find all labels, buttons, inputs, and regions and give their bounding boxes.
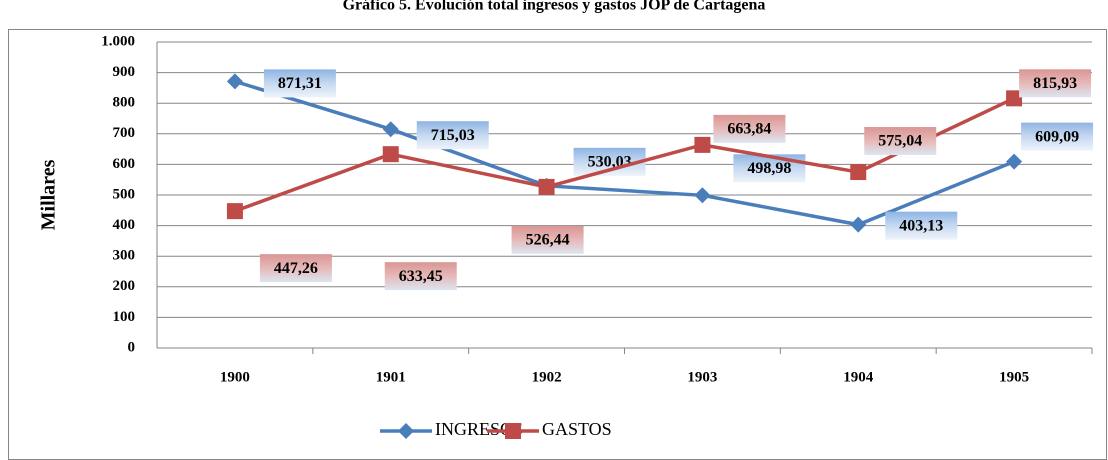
x-tick-label: 1900 (220, 369, 250, 385)
marker (382, 146, 399, 163)
y-tick-label: 600 (113, 156, 136, 172)
data-label-box (511, 225, 584, 254)
data-label-box (259, 254, 332, 283)
data-label-box (1021, 122, 1094, 151)
data-label-box (263, 69, 336, 98)
data-label: 526,44 (526, 232, 570, 249)
data-label: 715,03 (431, 127, 475, 144)
marker (382, 121, 399, 138)
marker (850, 164, 867, 181)
chart-title: Gráfico 5. Evolución total ingresos y ga… (343, 0, 766, 14)
x-tick-label: 1903 (687, 369, 717, 385)
data-label-box (384, 262, 457, 291)
data-label: 663,84 (727, 121, 771, 138)
y-tick-label: 900 (113, 64, 136, 80)
data-label: 403,13 (899, 217, 943, 234)
marker (1006, 90, 1023, 107)
marker (694, 136, 711, 153)
data-label: 530,03 (588, 153, 632, 170)
y-axis-label: Millares (38, 159, 60, 230)
marker (1006, 153, 1023, 170)
y-tick-label: 100 (113, 309, 136, 325)
data-label: 447,26 (274, 260, 318, 277)
y-tick-label: 400 (113, 217, 136, 233)
x-tick-label: 1904 (843, 369, 874, 385)
marker (226, 203, 243, 220)
data-label: 498,98 (747, 160, 791, 177)
series-line (234, 79, 1015, 227)
y-tick-label: 1.000 (101, 33, 135, 49)
y-tick-label: 300 (113, 248, 136, 264)
legend-marker (505, 423, 521, 439)
data-label-box (864, 127, 937, 156)
x-tick-label: 1901 (376, 369, 406, 385)
x-tick-label: 1905 (999, 369, 1029, 385)
y-tick-label: 0 (128, 339, 136, 355)
marker (538, 178, 555, 195)
data-label: 633,45 (399, 268, 443, 285)
data-label-box (1019, 69, 1092, 98)
data-label: 609,09 (1035, 128, 1079, 145)
data-label-box (416, 121, 489, 150)
series-line (234, 96, 1015, 213)
data-label: 871,31 (278, 75, 322, 92)
marker (226, 73, 243, 90)
y-tick-label: 800 (113, 95, 136, 111)
data-label: 575,04 (878, 133, 922, 150)
legend-label: GASTOS (542, 419, 612, 439)
legend-label: INGRESOS (435, 419, 523, 439)
y-tick-label: 700 (113, 125, 136, 141)
marker (694, 187, 711, 204)
x-tick-label: 1902 (532, 369, 562, 385)
marker (850, 216, 867, 233)
legend-marker (398, 423, 414, 439)
y-tick-label: 200 (113, 278, 136, 294)
data-label-box (713, 114, 786, 143)
y-tick-label: 500 (113, 186, 136, 202)
data-label-box (885, 211, 958, 240)
data-label: 815,93 (1033, 75, 1077, 92)
